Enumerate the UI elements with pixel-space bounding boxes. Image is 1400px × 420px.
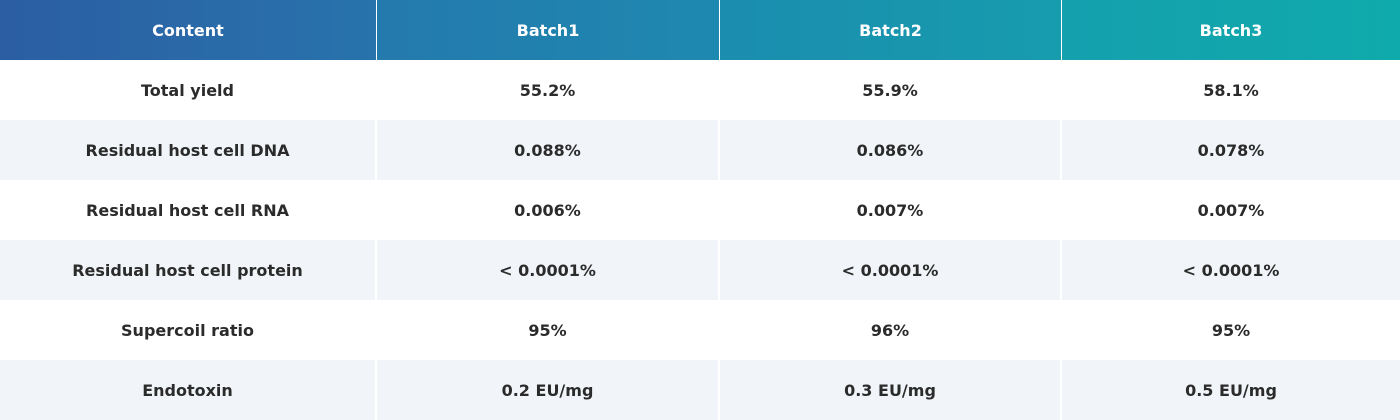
header-batch3: Batch3 [1062, 0, 1400, 60]
cell-batch2: 96% [720, 300, 1062, 360]
cell-batch1: 0.2 EU/mg [377, 360, 720, 420]
cell-batch2: 0.007% [720, 180, 1062, 240]
cell-batch2: < 0.0001% [720, 240, 1062, 300]
cell-batch2: 55.9% [720, 60, 1062, 120]
cell-batch1: 0.006% [377, 180, 720, 240]
cell-batch3: < 0.0001% [1062, 240, 1400, 300]
cell-batch3: 0.5 EU/mg [1062, 360, 1400, 420]
cell-batch3: 0.007% [1062, 180, 1400, 240]
cell-batch3: 95% [1062, 300, 1400, 360]
cell-batch2: 0.086% [720, 120, 1062, 180]
cell-batch1: 55.2% [377, 60, 720, 120]
header-content: Content [0, 0, 377, 60]
cell-batch1: 0.088% [377, 120, 720, 180]
row-label: Endotoxin [0, 360, 377, 420]
header-batch1: Batch1 [377, 0, 720, 60]
cell-batch3: 0.078% [1062, 120, 1400, 180]
cell-batch1: 95% [377, 300, 720, 360]
row-label: Residual host cell RNA [0, 180, 377, 240]
cell-batch1: < 0.0001% [377, 240, 720, 300]
row-label: Residual host cell protein [0, 240, 377, 300]
cell-batch2: 0.3 EU/mg [720, 360, 1062, 420]
cell-batch3: 58.1% [1062, 60, 1400, 120]
row-label: Total yield [0, 60, 377, 120]
row-label: Supercoil ratio [0, 300, 377, 360]
row-label: Residual host cell DNA [0, 120, 377, 180]
header-batch2: Batch2 [720, 0, 1062, 60]
